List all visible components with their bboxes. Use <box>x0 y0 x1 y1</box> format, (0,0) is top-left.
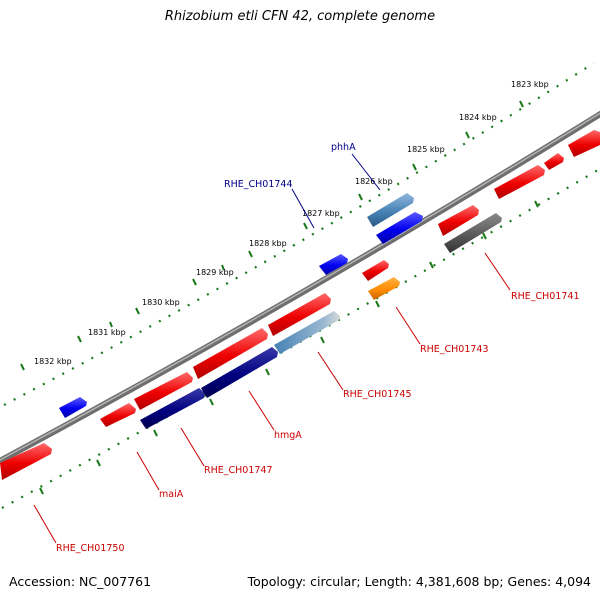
gene-label-rhe-ch01744[interactable]: RHE_CH01744 <box>224 179 293 190</box>
gene-label-hmga[interactable]: hmgA <box>274 430 302 441</box>
gene-arrow-reverse-red[interactable] <box>362 260 389 281</box>
gene-arrow-forward-red[interactable] <box>134 372 193 410</box>
leader-line-rhe-ch01747 <box>180 427 205 467</box>
scale-label: 1828 kbp <box>249 239 287 248</box>
scale-label: 1825 kbp <box>407 145 445 154</box>
gene-arrow-reverse-steel-fade[interactable] <box>274 311 340 354</box>
leader-line-hmga <box>248 390 275 431</box>
gene-arrow-forward-red[interactable] <box>193 328 268 379</box>
leader-line-rhe-ch01745 <box>317 351 344 391</box>
gene-arrow-forward-red[interactable] <box>100 403 136 427</box>
genome-backbone-highlight <box>0 112 600 461</box>
scale-label: 1830 kbp <box>142 298 180 307</box>
gene-arrow-forward-red[interactable] <box>0 443 52 480</box>
gene-label-rhe-ch01750[interactable]: RHE_CH01750 <box>56 543 125 554</box>
outer-scale-dots <box>3 62 595 406</box>
gene-label-rhe-ch01745[interactable]: RHE_CH01745 <box>343 389 412 400</box>
gene-label-maia[interactable]: maiA <box>159 489 184 500</box>
leader-line-maia <box>136 451 160 491</box>
scale-label: 1824 kbp <box>459 113 497 122</box>
leader-line-rhe-ch01744 <box>291 188 315 229</box>
outer-major-ticks <box>20 100 524 371</box>
gene-arrow-forward-red[interactable] <box>268 293 331 336</box>
leader-line-rhe-ch01750 <box>33 504 57 544</box>
scale-label: 1829 kbp <box>196 268 234 277</box>
gene-label-rhe-ch01741[interactable]: RHE_CH01741 <box>511 291 580 302</box>
gene-arrow-reverse-orange[interactable] <box>368 277 400 300</box>
scale-label: 1831 kbp <box>88 328 126 337</box>
leader-line-rhe-ch01741 <box>484 252 511 291</box>
gene-arrow-forward-steel[interactable] <box>367 193 414 227</box>
accession-text: Accession: NC_007761 <box>9 574 152 589</box>
inner-major-ticks <box>39 200 539 495</box>
genome-backbone <box>0 110 600 465</box>
gene-label-phha[interactable]: phhA <box>331 142 356 153</box>
scale-label: 1827 kbp <box>302 209 340 218</box>
gene-arrow-reverse-navy[interactable] <box>201 347 278 398</box>
gene-arrow-forward-red[interactable] <box>568 130 600 157</box>
gene-arrow-reverse-navy[interactable] <box>140 388 205 429</box>
map-title: Rhizobium etli CFN 42, complete genome <box>164 9 436 24</box>
gene-label-rhe-ch01747[interactable]: RHE_CH01747 <box>204 465 273 476</box>
topology-text: Topology: circular; Length: 4,381,608 bp… <box>247 574 591 589</box>
scale-label: 1823 kbp <box>511 80 549 89</box>
gene-arrow-forward-red[interactable] <box>438 205 479 236</box>
gene-arrow-forward-blue[interactable] <box>319 254 348 275</box>
gene-arrow-reverse-gray[interactable] <box>444 213 502 253</box>
leader-line-rhe-ch01743 <box>395 306 421 345</box>
gene-label-rhe-ch01743[interactable]: RHE_CH01743 <box>420 344 489 355</box>
gene-arrow-forward-red[interactable] <box>544 153 564 170</box>
gene-arrow-forward-red[interactable] <box>494 165 545 199</box>
leader-line-phha <box>351 153 381 191</box>
gene-arrow-forward-blue[interactable] <box>59 397 87 418</box>
scale-label: 1832 kbp <box>34 357 72 366</box>
gene-arrow-reverse-blue[interactable] <box>376 212 423 244</box>
